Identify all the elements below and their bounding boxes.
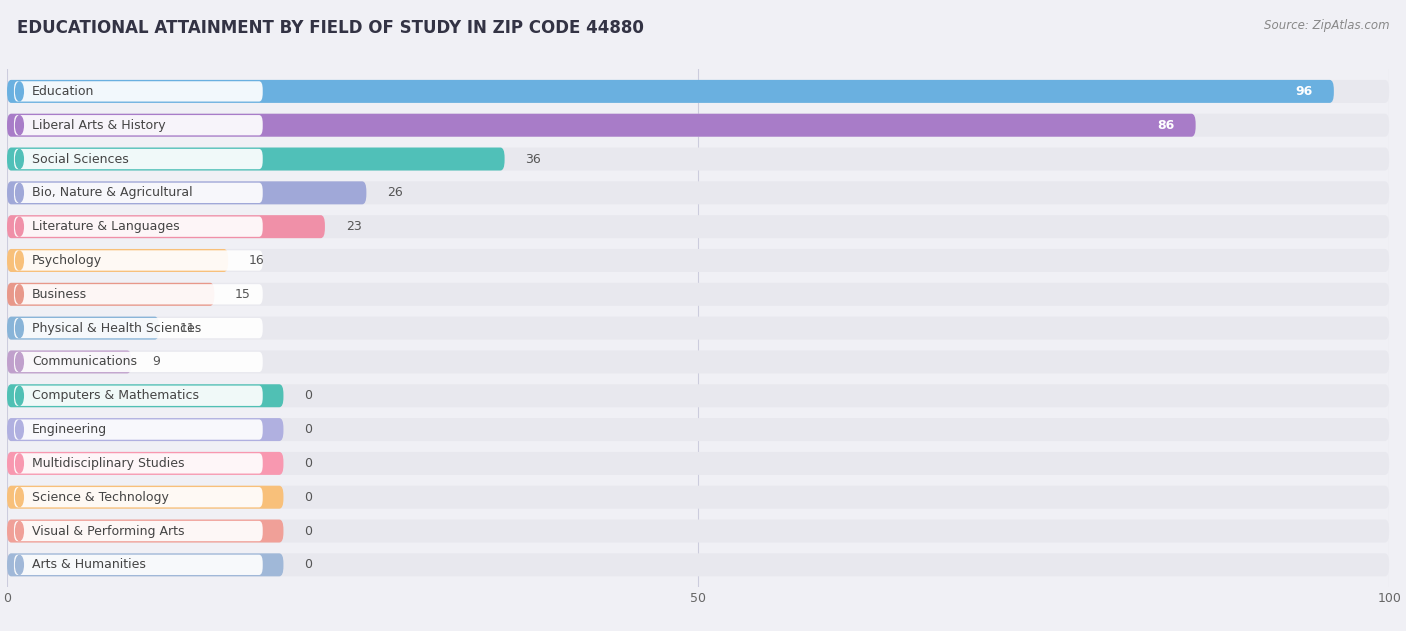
Text: Bio, Nature & Agricultural: Bio, Nature & Agricultural — [32, 186, 193, 199]
FancyBboxPatch shape — [14, 420, 263, 440]
Text: 11: 11 — [180, 322, 195, 334]
Text: Communications: Communications — [32, 355, 136, 369]
Text: 0: 0 — [304, 524, 312, 538]
Text: 23: 23 — [346, 220, 361, 233]
FancyBboxPatch shape — [7, 452, 1389, 475]
FancyBboxPatch shape — [7, 519, 1389, 543]
Text: 0: 0 — [304, 389, 312, 402]
Text: 26: 26 — [387, 186, 404, 199]
Text: 15: 15 — [235, 288, 250, 301]
FancyBboxPatch shape — [7, 486, 1389, 509]
FancyBboxPatch shape — [7, 80, 1389, 103]
FancyBboxPatch shape — [7, 519, 284, 543]
Text: Arts & Humanities: Arts & Humanities — [32, 558, 146, 571]
FancyBboxPatch shape — [7, 249, 1389, 272]
FancyBboxPatch shape — [7, 249, 228, 272]
Circle shape — [15, 115, 24, 134]
Circle shape — [15, 522, 24, 541]
FancyBboxPatch shape — [7, 553, 1389, 576]
FancyBboxPatch shape — [7, 350, 131, 374]
Text: 0: 0 — [304, 558, 312, 571]
Text: Business: Business — [32, 288, 87, 301]
FancyBboxPatch shape — [7, 384, 1389, 407]
FancyBboxPatch shape — [7, 317, 159, 339]
Circle shape — [15, 184, 24, 203]
Text: Psychology: Psychology — [32, 254, 103, 267]
FancyBboxPatch shape — [7, 553, 284, 576]
FancyBboxPatch shape — [7, 283, 214, 306]
FancyBboxPatch shape — [7, 114, 1195, 137]
Text: Source: ZipAtlas.com: Source: ZipAtlas.com — [1264, 19, 1389, 32]
FancyBboxPatch shape — [14, 183, 263, 203]
FancyBboxPatch shape — [7, 283, 1389, 306]
FancyBboxPatch shape — [7, 148, 1389, 170]
FancyBboxPatch shape — [14, 284, 263, 304]
Text: 36: 36 — [526, 153, 541, 165]
FancyBboxPatch shape — [14, 216, 263, 237]
FancyBboxPatch shape — [7, 350, 1389, 374]
FancyBboxPatch shape — [14, 453, 263, 473]
Circle shape — [15, 386, 24, 405]
FancyBboxPatch shape — [7, 114, 1389, 137]
Text: 9: 9 — [152, 355, 160, 369]
FancyBboxPatch shape — [7, 181, 1389, 204]
Text: Visual & Performing Arts: Visual & Performing Arts — [32, 524, 184, 538]
Circle shape — [15, 454, 24, 473]
Circle shape — [15, 251, 24, 270]
FancyBboxPatch shape — [14, 521, 263, 541]
Text: Education: Education — [32, 85, 94, 98]
FancyBboxPatch shape — [7, 317, 1389, 339]
FancyBboxPatch shape — [7, 418, 284, 441]
FancyBboxPatch shape — [7, 181, 367, 204]
Text: 0: 0 — [304, 457, 312, 470]
Text: Liberal Arts & History: Liberal Arts & History — [32, 119, 166, 132]
Text: Social Sciences: Social Sciences — [32, 153, 129, 165]
Circle shape — [15, 353, 24, 372]
Circle shape — [15, 285, 24, 304]
Circle shape — [15, 150, 24, 168]
FancyBboxPatch shape — [14, 555, 263, 575]
Circle shape — [15, 82, 24, 101]
Text: Engineering: Engineering — [32, 423, 107, 436]
Circle shape — [15, 217, 24, 236]
FancyBboxPatch shape — [7, 486, 284, 509]
Circle shape — [15, 319, 24, 338]
Circle shape — [15, 420, 24, 439]
Text: 0: 0 — [304, 491, 312, 504]
Text: Literature & Languages: Literature & Languages — [32, 220, 180, 233]
Text: 86: 86 — [1157, 119, 1175, 132]
Text: 16: 16 — [249, 254, 264, 267]
FancyBboxPatch shape — [14, 352, 263, 372]
FancyBboxPatch shape — [14, 386, 263, 406]
Text: Computers & Mathematics: Computers & Mathematics — [32, 389, 198, 402]
FancyBboxPatch shape — [14, 115, 263, 136]
FancyBboxPatch shape — [14, 487, 263, 507]
Circle shape — [15, 555, 24, 574]
FancyBboxPatch shape — [7, 215, 325, 238]
Text: 96: 96 — [1296, 85, 1313, 98]
Text: 0: 0 — [304, 423, 312, 436]
FancyBboxPatch shape — [7, 452, 284, 475]
FancyBboxPatch shape — [7, 384, 284, 407]
FancyBboxPatch shape — [14, 81, 263, 102]
FancyBboxPatch shape — [7, 148, 505, 170]
Text: Science & Technology: Science & Technology — [32, 491, 169, 504]
Text: Physical & Health Sciences: Physical & Health Sciences — [32, 322, 201, 334]
FancyBboxPatch shape — [7, 418, 1389, 441]
Text: Multidisciplinary Studies: Multidisciplinary Studies — [32, 457, 184, 470]
Text: EDUCATIONAL ATTAINMENT BY FIELD OF STUDY IN ZIP CODE 44880: EDUCATIONAL ATTAINMENT BY FIELD OF STUDY… — [17, 19, 644, 37]
FancyBboxPatch shape — [14, 251, 263, 271]
Circle shape — [15, 488, 24, 507]
FancyBboxPatch shape — [7, 215, 1389, 238]
FancyBboxPatch shape — [14, 318, 263, 338]
FancyBboxPatch shape — [14, 149, 263, 169]
FancyBboxPatch shape — [7, 80, 1334, 103]
